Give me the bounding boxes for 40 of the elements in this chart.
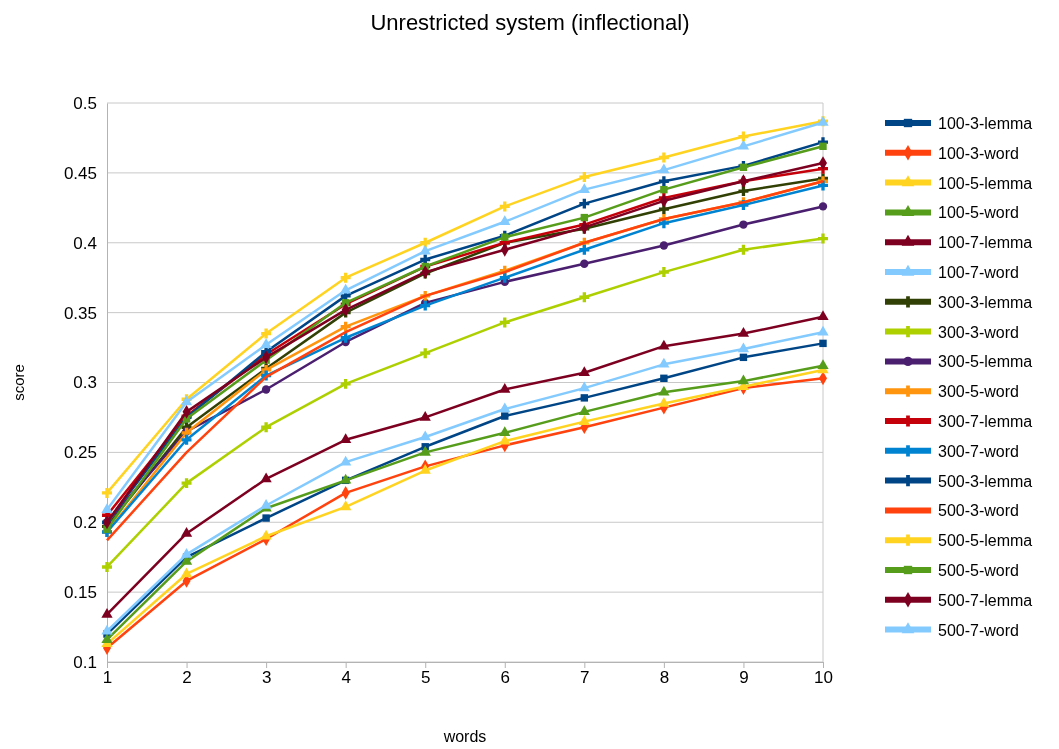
y-axis-title: score: [10, 364, 27, 401]
legend-label: 100-5-word: [938, 204, 1019, 222]
x-tick-label: 4: [341, 668, 351, 688]
legend-label: 100-7-word: [938, 264, 1019, 281]
legend-label: 500-7-lemma: [938, 591, 1033, 609]
y-tick-label: 0.4: [73, 233, 97, 253]
y-tick-label: 0.25: [63, 443, 97, 463]
x-tick-label: 7: [580, 668, 590, 688]
legend-label: 500-3-word: [938, 502, 1019, 520]
legend-label: 100-3-word: [938, 144, 1019, 162]
legend-label: 300-5-word: [938, 383, 1019, 401]
legend-label: 500-7-word: [938, 621, 1019, 639]
legend-label: 300-3-word: [938, 323, 1019, 341]
legend-label: 100-3-lemma: [938, 115, 1033, 132]
x-tick-label: 5: [420, 668, 431, 688]
y-tick-label: 0.15: [63, 583, 97, 603]
chart-title: Unrestricted system (inflectional): [370, 10, 690, 35]
y-tick-label: 0.45: [63, 163, 97, 183]
legend-label: 500-5-word: [938, 562, 1019, 579]
legend-label: 300-5-lemma: [938, 353, 1033, 371]
x-axis-title: words: [442, 728, 487, 745]
x-tick-label: 2: [182, 668, 192, 688]
y-tick-label: 0.5: [73, 93, 97, 113]
x-tick-label: 10: [814, 668, 833, 688]
legend-label: 300-7-word: [938, 442, 1019, 460]
x-tick-label: 9: [739, 668, 749, 688]
y-tick-label: 0.2: [73, 513, 97, 533]
legend-label: 300-3-lemma: [938, 293, 1033, 311]
legend-label: 500-5-lemma: [938, 532, 1033, 550]
x-tick-label: 1: [102, 668, 113, 688]
x-tick-label: 8: [659, 668, 670, 688]
y-tick-label: 0.35: [63, 303, 97, 323]
x-tick-label: 6: [500, 668, 511, 688]
legend-label: 300-7-lemma: [938, 413, 1033, 430]
legend-label: 500-3-lemma: [938, 472, 1033, 490]
y-tick-label: 0.3: [73, 373, 97, 393]
legend-label: 100-5-lemma: [938, 174, 1033, 192]
legend-label: 100-7-lemma: [938, 234, 1033, 252]
x-tick-label: 3: [261, 668, 272, 688]
y-tick-label: 0.1: [73, 652, 97, 672]
